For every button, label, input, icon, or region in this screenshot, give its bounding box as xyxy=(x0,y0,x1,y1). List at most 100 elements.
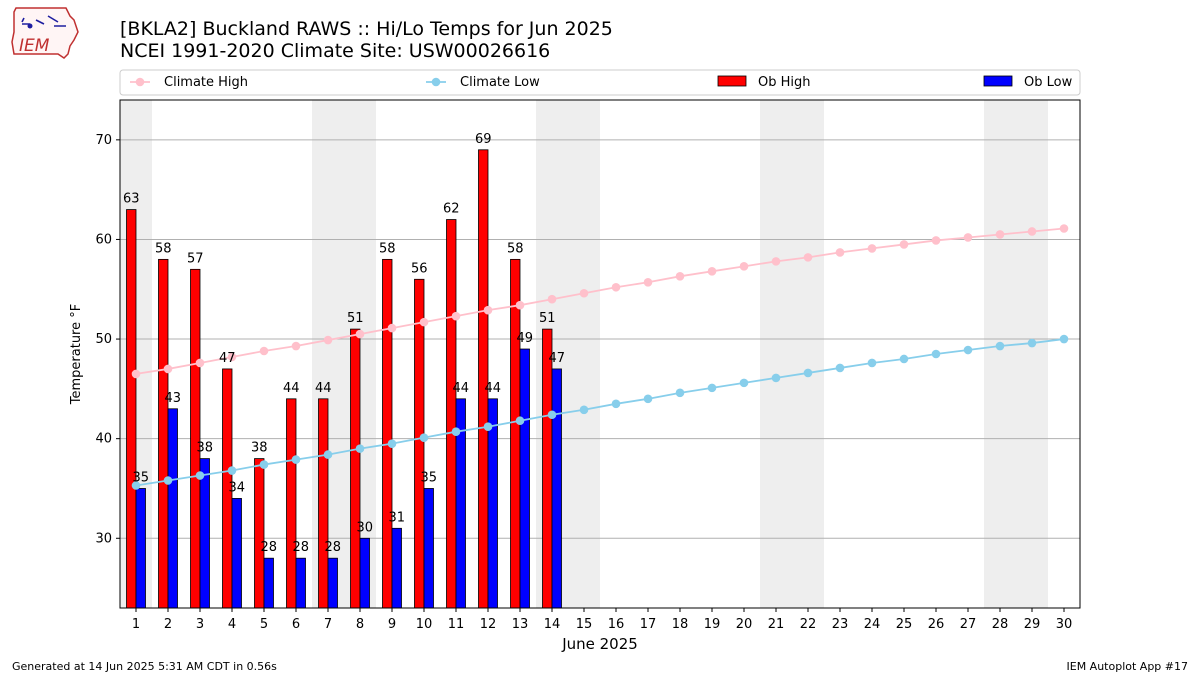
ob-low-label: 43 xyxy=(164,391,181,406)
climate-low-point xyxy=(195,471,205,480)
x-tick-label: 23 xyxy=(832,617,849,632)
x-tick-label: 29 xyxy=(1024,617,1041,632)
climate-low-point xyxy=(675,388,685,398)
climate-high-point xyxy=(451,311,461,321)
climate-high-point xyxy=(547,294,557,304)
climate-high-point xyxy=(739,262,749,271)
y-tick-label: 40 xyxy=(95,432,112,447)
climate-low-point xyxy=(771,373,781,383)
weekend-shade xyxy=(984,100,1016,608)
ob-low-bar xyxy=(295,557,306,609)
y-axis-label: Temperature °F xyxy=(69,304,84,405)
climate-high-point xyxy=(227,352,237,362)
x-tick-label: 20 xyxy=(736,617,753,632)
climate-low-point xyxy=(355,444,365,453)
x-tick-label: 9 xyxy=(388,617,396,632)
legend-box xyxy=(119,69,1081,96)
generated-timestamp: Generated at 14 Jun 2025 5:31 AM CDT in … xyxy=(12,660,277,673)
x-tick-label: 13 xyxy=(512,617,529,632)
ob-low-bar xyxy=(423,488,434,609)
x-tick-label: 30 xyxy=(1056,617,1073,632)
climate-low-line xyxy=(135,338,1065,487)
climate-low-legend-marker xyxy=(431,77,441,87)
ob-low-label: 44 xyxy=(452,381,469,396)
ob-high-bar xyxy=(158,258,169,609)
x-tick-label: 19 xyxy=(704,617,721,632)
ob-low-label: 35 xyxy=(420,470,437,485)
x-tick-label: 16 xyxy=(608,617,625,632)
climate-low-point xyxy=(323,450,333,459)
climate-high-point xyxy=(515,300,525,310)
climate-high-line xyxy=(135,227,1065,375)
ob-high-bar xyxy=(510,258,521,609)
x-tick-label: 12 xyxy=(480,617,497,632)
ob-high-label: 69 xyxy=(475,132,492,147)
app-credit: IEM Autoplot App #17 xyxy=(1066,660,1189,673)
ob-low-bar xyxy=(359,537,370,609)
climate-low-point xyxy=(1059,334,1069,344)
ob-high-label: 51 xyxy=(347,311,364,326)
x-tick-label: 14 xyxy=(544,617,561,632)
ob-low-bar xyxy=(391,527,402,609)
plot-frame xyxy=(119,99,1081,609)
iowa-state-outline-icon xyxy=(11,7,79,59)
x-tick-label: 3 xyxy=(196,617,204,632)
x-tick-label: 28 xyxy=(992,617,1009,632)
climate-low-point xyxy=(931,349,941,359)
x-tick-label: 17 xyxy=(640,617,657,632)
climate-high-point xyxy=(803,253,813,262)
ob-low-bar xyxy=(167,408,178,609)
ob-high-label: 47 xyxy=(219,351,236,366)
x-tick-label: 5 xyxy=(260,617,268,632)
climate-high-point xyxy=(259,346,269,356)
x-tick-label: 10 xyxy=(416,617,433,632)
x-tick-label: 27 xyxy=(960,617,977,632)
climate-low-point xyxy=(579,405,589,415)
y-tick-label: 50 xyxy=(95,332,112,347)
climate-high-legend-marker xyxy=(135,77,145,87)
title-line-2: NCEI 1991-2020 Climate Site: USW00026616 xyxy=(120,40,551,62)
ob-high-label: 58 xyxy=(379,241,396,256)
climate-high-point xyxy=(1027,227,1037,236)
x-tick-label: 25 xyxy=(896,617,913,632)
weather-symbols-icon xyxy=(21,15,66,27)
x-tick-label: 6 xyxy=(292,617,300,632)
climate-low-point xyxy=(291,455,301,464)
climate-high-point xyxy=(611,282,621,292)
climate-low-point xyxy=(707,383,717,393)
climate-high-point xyxy=(355,329,365,339)
ob-low-label: 38 xyxy=(196,441,213,456)
ob-high-label: 44 xyxy=(283,381,300,396)
ob-high-bar xyxy=(286,398,297,609)
weekend-shade xyxy=(568,100,600,608)
x-tick-label: 2 xyxy=(164,617,172,632)
x-tick-label: 1 xyxy=(132,617,140,632)
ob-high-label: 38 xyxy=(251,441,268,456)
x-tick-label: 18 xyxy=(672,617,689,632)
x-tick-label: 26 xyxy=(928,617,945,632)
ob-low-label: 30 xyxy=(356,520,373,535)
ob-high-legend-label: Ob High xyxy=(758,75,811,90)
ob-low-bar xyxy=(327,557,338,609)
climate-low-point xyxy=(1027,338,1037,348)
y-tick-label: 70 xyxy=(95,133,112,148)
ob-high-label: 57 xyxy=(187,251,204,266)
climate-low-point xyxy=(419,433,429,442)
ob-low-bar xyxy=(263,557,274,609)
climate-high-point xyxy=(1059,224,1069,233)
ob-high-bar xyxy=(190,268,201,609)
ob-high-legend-swatch xyxy=(717,75,747,87)
ob-high-label: 58 xyxy=(155,241,172,256)
climate-low-point xyxy=(899,354,909,364)
climate-high-point xyxy=(419,317,429,327)
climate-low-point xyxy=(387,439,397,448)
ob-high-bar xyxy=(318,398,329,609)
ob-high-label: 44 xyxy=(315,381,332,396)
ob-low-label: 31 xyxy=(388,510,405,525)
ob-high-bar xyxy=(478,149,489,609)
ob-low-label: 28 xyxy=(292,540,309,555)
climate-high-point xyxy=(707,267,717,276)
climate-high-point xyxy=(867,244,877,253)
ob-low-label: 28 xyxy=(324,540,341,555)
